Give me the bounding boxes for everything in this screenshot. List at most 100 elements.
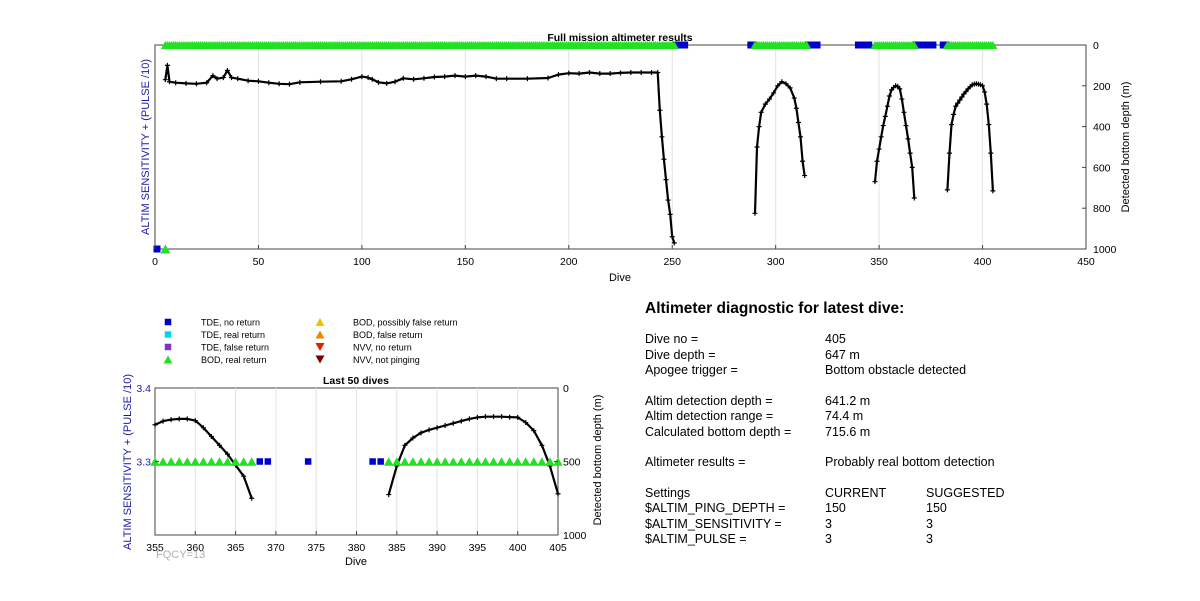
top-data-point xyxy=(235,76,241,82)
bottom-data-point xyxy=(491,414,497,420)
altimeter-diagnostic-panel: Altimeter diagnostic for latest dive: Di… xyxy=(645,300,1165,548)
bottom-data-point xyxy=(450,420,456,426)
top-data-point xyxy=(166,79,172,85)
top-data-point xyxy=(392,79,398,85)
bottom-bod-real-return-marker xyxy=(246,457,257,466)
top-data-point xyxy=(903,123,909,129)
bottom-bod-real-return-marker xyxy=(174,457,184,466)
bottom-bod-real-return-marker xyxy=(456,457,467,466)
top-data-point xyxy=(986,122,992,128)
top-line-segment xyxy=(946,82,994,191)
top-data-point xyxy=(901,109,907,115)
bottom-x-tick-label: 405 xyxy=(549,542,567,554)
top-data-point xyxy=(951,111,957,117)
diagnostic-label: $ALTIM_SENSITIVITY = xyxy=(645,516,782,531)
bottom-x-axis-label: Dive xyxy=(345,556,367,568)
top-x-tick-label: 200 xyxy=(560,256,578,268)
bottom-bod-real-return-marker xyxy=(545,457,555,466)
top-x-tick-label: 450 xyxy=(1077,256,1095,268)
bottom-tde-no-return-marker xyxy=(264,458,272,465)
diagnostic-row: Settings CURRENT SUGGESTED xyxy=(645,486,1165,502)
bottom-bod-real-return-marker xyxy=(480,457,491,466)
bottom-data-point xyxy=(434,425,440,431)
diagnostic-title: Altimeter diagnostic for latest dive: xyxy=(645,300,905,317)
top-x-tick-label: 350 xyxy=(870,256,888,268)
top-data-point xyxy=(655,70,661,76)
legend: TDE, no return TDE, real return TDE, false… xyxy=(163,318,458,365)
top-data-point xyxy=(787,85,793,91)
bottom-data-point xyxy=(555,491,561,497)
top-data-point xyxy=(576,71,582,77)
top-data-point xyxy=(669,234,675,240)
bottom-data-point xyxy=(531,428,537,434)
diagnostic-row: Altim detection depth = 641.2 m xyxy=(645,394,1165,410)
diagnostic-suggested-value: 3 xyxy=(926,532,933,546)
top-data-point xyxy=(462,74,468,80)
top-data-point xyxy=(754,144,760,150)
bottom-bod-real-return-marker xyxy=(238,457,249,466)
top-data-point xyxy=(586,70,592,76)
top-data-point xyxy=(442,74,448,80)
diagnostic-value: 150 xyxy=(825,501,846,515)
top-x-tick-label: 400 xyxy=(974,256,992,268)
top-x-tick-label: 300 xyxy=(767,256,785,268)
top-data-point xyxy=(752,210,758,216)
top-data-point xyxy=(504,76,510,82)
diagnostic-value: Probably real bottom detection xyxy=(825,455,995,469)
top-tde-no-return-marker xyxy=(929,41,937,49)
top-data-point xyxy=(872,179,878,185)
top-data-point xyxy=(911,195,917,201)
top-data-point xyxy=(452,73,458,79)
bottom-data-point xyxy=(458,418,464,424)
bottom-markers xyxy=(150,457,563,466)
fqcy-label: FQCY=13 xyxy=(156,549,205,561)
bottom-x-tick-label: 390 xyxy=(428,542,446,554)
legend-label: TDE, real return xyxy=(201,330,265,340)
bottom-grid xyxy=(194,388,519,535)
top-data-point xyxy=(545,75,551,81)
top-data-point xyxy=(276,81,282,87)
bottom-left-axis-label: ALTIM SENSITIVITY + (PULSE /10) xyxy=(122,374,134,550)
bottom-bod-real-return-marker xyxy=(198,457,209,466)
bottom-data-point xyxy=(241,473,247,479)
bottom-y-right-tick-label: 0 xyxy=(563,383,569,395)
top-data-point xyxy=(953,103,959,109)
top-data-point xyxy=(946,150,952,156)
top-data-point xyxy=(229,75,235,81)
top-data-point xyxy=(210,73,216,79)
bottom-x-tick-label: 385 xyxy=(388,542,406,554)
top-data-point xyxy=(959,94,965,100)
diagnostic-spacer xyxy=(645,471,1165,486)
bottom-x-tick-label: 360 xyxy=(187,542,205,554)
top-line-segment xyxy=(873,84,916,199)
top-data-point xyxy=(797,134,803,140)
legend-square-icon xyxy=(164,343,172,351)
diagnostic-row: Altim detection range = 74.4 m xyxy=(645,409,1165,425)
top-data-point xyxy=(483,74,489,80)
diagnostic-row: $ALTIM_SENSITIVITY = 3 3 xyxy=(645,517,1165,533)
top-data-point xyxy=(949,122,955,128)
legend-square-icon xyxy=(164,331,172,338)
diagnostic-label: Apogee trigger = xyxy=(645,363,738,377)
top-data-point xyxy=(286,81,292,87)
top-data-point xyxy=(597,71,603,77)
top-data-point xyxy=(980,83,986,89)
diagnostic-label: Altim detection depth = xyxy=(645,393,773,408)
top-data-point xyxy=(220,75,226,81)
bottom-data-point xyxy=(176,416,182,422)
top-bod-real-return-marker xyxy=(802,40,812,50)
diagnostic-spacer xyxy=(645,440,1165,455)
top-x-tick-label: 50 xyxy=(253,256,265,268)
bottom-y-left-tick-label: 3.4 xyxy=(136,383,151,395)
legend-triangle-up-icon xyxy=(315,330,325,339)
bottom-right-axis-label: Detected bottom depth (m) xyxy=(592,395,604,526)
top-depth-series xyxy=(162,62,996,246)
diagnostic-label: $ALTIM_PING_DEPTH = xyxy=(645,501,786,515)
top-grid xyxy=(257,45,984,249)
bottom-data-point xyxy=(249,495,255,501)
top-data-point xyxy=(907,150,913,156)
last-50-dives-chart: 355 360 365 370 375 380 385 390 395 400 405 0 500 10… xyxy=(122,374,604,568)
top-data-point xyxy=(245,78,251,84)
top-data-point xyxy=(878,134,884,140)
diagnostic-value: Bottom obstacle detected xyxy=(825,363,967,377)
